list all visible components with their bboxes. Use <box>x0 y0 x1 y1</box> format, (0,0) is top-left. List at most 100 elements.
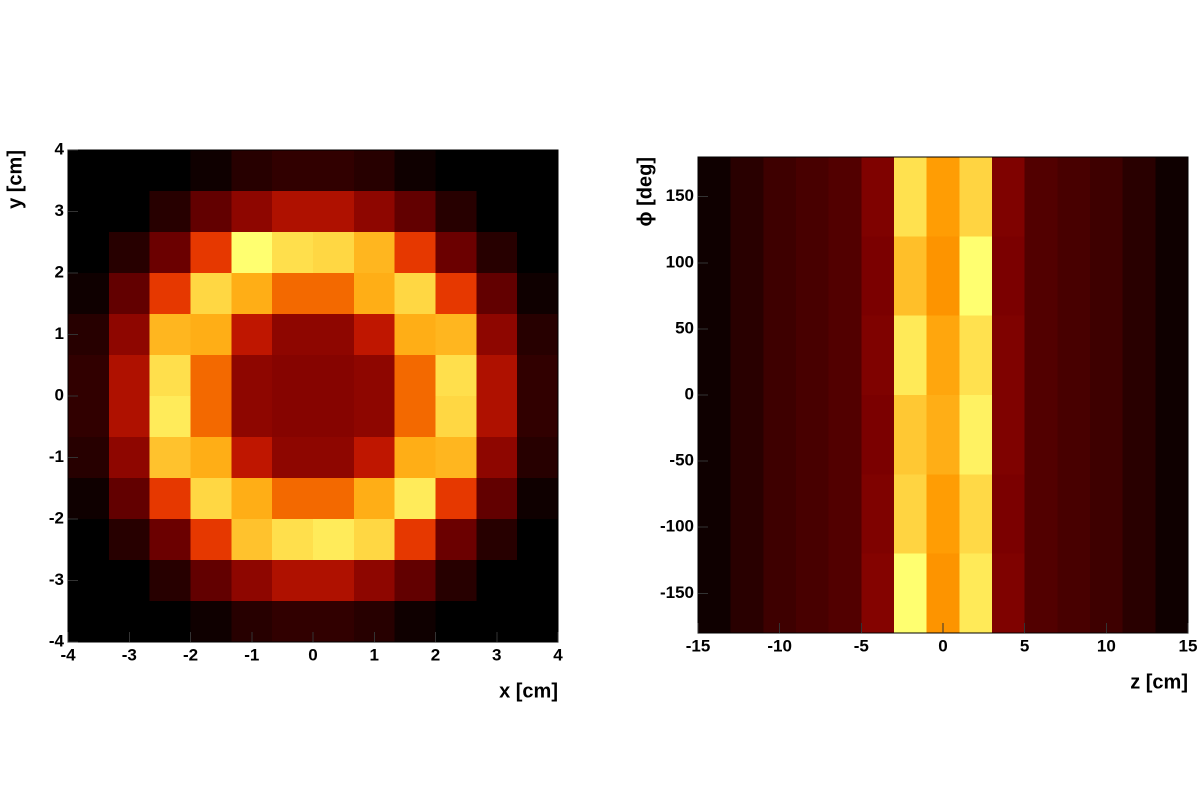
heatmap-cell <box>108 478 151 520</box>
heatmap-cell <box>149 519 191 561</box>
heatmap-cell <box>1057 474 1091 555</box>
heatmap-cell <box>231 314 273 356</box>
heatmap-cell <box>231 273 273 315</box>
y-tick-label: 0 <box>55 385 64 404</box>
heatmap-cell <box>926 315 960 396</box>
heatmap-cell <box>190 601 232 643</box>
heatmap-cell <box>313 191 355 233</box>
heatmap-cell <box>698 236 732 317</box>
heatmap-cell <box>353 150 396 192</box>
y-tick-label: 4 <box>55 139 65 158</box>
heatmap-cell <box>231 355 273 397</box>
heatmap-cell <box>231 396 273 438</box>
heatmap-cell <box>149 355 191 397</box>
heatmap-cell <box>108 519 151 561</box>
heatmap-cell <box>272 314 314 356</box>
heatmap-cell <box>108 560 151 602</box>
heatmap-cell <box>190 191 232 233</box>
heatmap-cell <box>190 273 232 315</box>
heatmap-cell <box>828 395 862 475</box>
heatmap-cell <box>68 601 110 643</box>
heatmap-cell <box>476 191 518 233</box>
heatmap-cell <box>1122 315 1156 396</box>
heatmap-cell <box>796 315 830 396</box>
heatmap-cell <box>190 150 232 192</box>
heatmap-cell <box>861 395 895 475</box>
heatmap-cell <box>1155 474 1189 555</box>
x-axis-label: x [cm] <box>499 680 558 702</box>
heatmap-cell <box>149 314 191 356</box>
heatmap-cell <box>353 478 396 520</box>
heatmap-cell <box>353 560 396 602</box>
heatmap-cell <box>394 519 436 561</box>
heatmap-cell <box>394 273 436 315</box>
heatmap-cell <box>517 478 559 520</box>
heatmap-cell <box>828 157 862 237</box>
heatmap-cell <box>1090 315 1124 396</box>
heatmap-cell <box>435 560 477 602</box>
heatmap-cell <box>394 191 436 233</box>
heatmap-cell <box>861 157 895 237</box>
heatmap-cell <box>149 191 191 233</box>
heatmap-cell <box>394 601 436 643</box>
heatmap-cell <box>517 355 559 397</box>
heatmap-cell <box>698 474 732 555</box>
heatmap-cell <box>1024 474 1058 555</box>
x-tick-label: -2 <box>183 645 198 664</box>
heatmap-cell <box>894 157 928 237</box>
heatmap-cell <box>353 232 396 274</box>
heatmap-cell <box>394 314 436 356</box>
heatmap-cell <box>68 478 110 520</box>
heatmap-cell <box>272 478 314 520</box>
heatmap-cell <box>272 560 314 602</box>
heatmap-cell <box>435 437 477 479</box>
heatmap-cell <box>108 232 151 274</box>
y-tick-label: -150 <box>660 583 694 602</box>
heatmap-cell <box>1057 236 1091 317</box>
heatmap-cell <box>861 553 895 634</box>
heatmap-cell <box>926 236 960 317</box>
heatmap-cell <box>1122 474 1156 555</box>
heatmap-cell <box>313 478 355 520</box>
heatmap-cell <box>796 236 830 317</box>
heatmap-cell <box>828 553 862 634</box>
heatmap-cell <box>353 396 396 438</box>
heatmap-cell <box>435 478 477 520</box>
heatmap-cell <box>959 236 993 317</box>
x-tick-label: -1 <box>244 645 259 664</box>
heatmap-cell <box>517 150 559 192</box>
heatmap-cell <box>796 474 830 555</box>
heatmap-cell <box>476 355 518 397</box>
heatmap-cell <box>435 232 477 274</box>
heatmap-cell <box>517 601 559 643</box>
heatmap-cell <box>272 437 314 479</box>
heatmap-cell <box>272 191 314 233</box>
heatmap-cell <box>149 273 191 315</box>
heatmap-cell <box>1057 157 1091 237</box>
y-tick-label: -50 <box>669 451 694 470</box>
x-tick-label: 2 <box>431 645 440 664</box>
heatmap-cell <box>1024 315 1058 396</box>
heatmap-cell <box>190 519 232 561</box>
y-tick-label: 1 <box>55 324 64 343</box>
heatmap-cell <box>476 519 518 561</box>
heatmap-cell <box>108 150 151 192</box>
heatmap-cell <box>1090 157 1124 237</box>
heatmap-cell <box>1155 236 1189 317</box>
heatmap-cell <box>1024 553 1058 634</box>
heatmap-cell <box>353 191 396 233</box>
heatmap-cell <box>828 236 862 317</box>
y-tick-label: 2 <box>55 262 64 281</box>
x-tick-label: 0 <box>308 645 317 664</box>
heatmap-cell <box>231 478 273 520</box>
heatmap-cell <box>435 150 477 192</box>
heatmap-cell <box>108 396 151 438</box>
heatmap-cell <box>435 273 477 315</box>
heatmap-cell <box>1155 157 1189 237</box>
heatmap-cell <box>190 478 232 520</box>
heatmap-cell <box>190 355 232 397</box>
heatmap-cell <box>190 396 232 438</box>
heatmap-cell <box>1122 236 1156 317</box>
heatmap-cell <box>763 157 797 237</box>
